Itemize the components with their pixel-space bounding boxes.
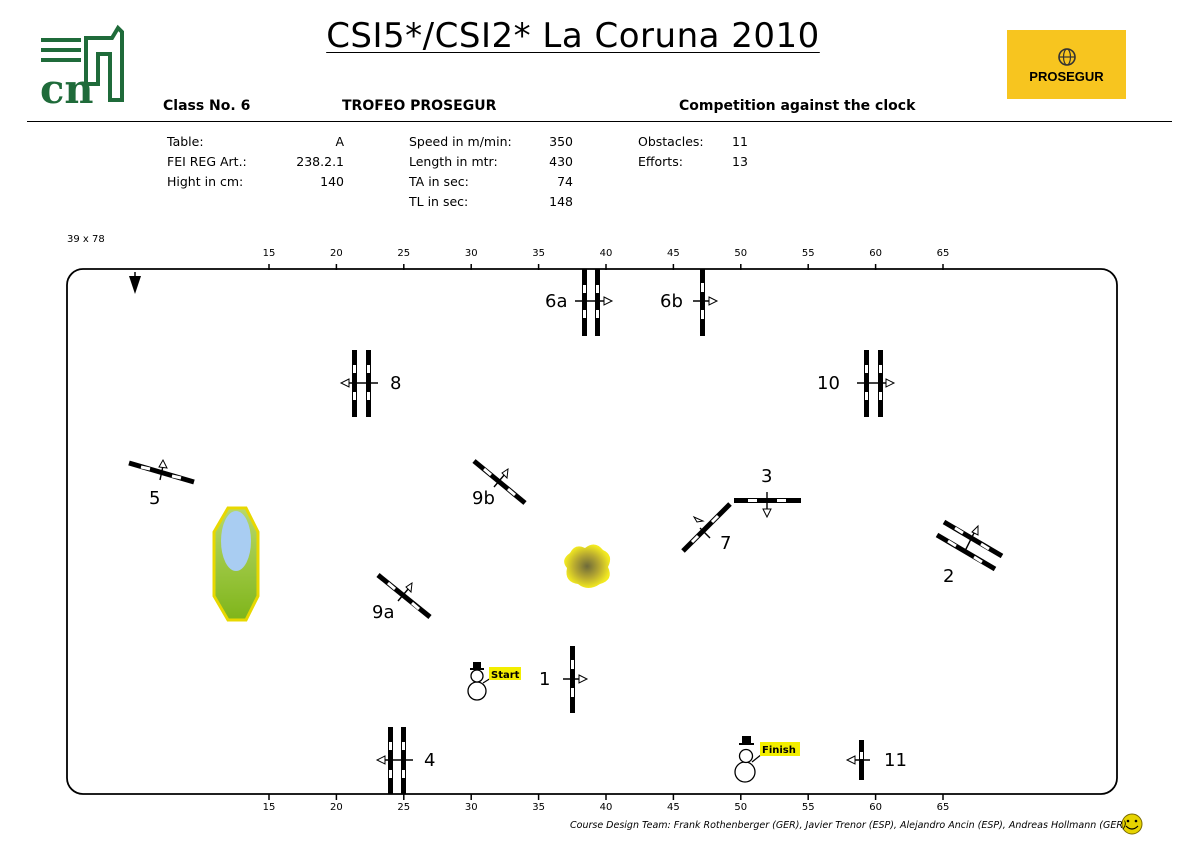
entry-arrow [129, 272, 141, 294]
spec-label: Table: [167, 134, 204, 149]
scale-tick-label: 45 [667, 248, 680, 259]
competition-type: Competition against the clock [679, 98, 916, 114]
obstacle-3 [734, 492, 801, 519]
scale-tick-label: 15 [263, 802, 276, 813]
obstacle-label: 3 [761, 466, 772, 487]
sponsor-name: PROSEGUR [1029, 69, 1104, 84]
scale-tick-label: 30 [465, 248, 478, 259]
scale-tick-label: 15 [263, 248, 276, 259]
scale-tick-label: 65 [937, 248, 950, 259]
organizer-logo-text: cn [40, 66, 93, 108]
obstacle-1 [563, 646, 589, 713]
arena-size: 39 x 78 [67, 234, 105, 245]
spec-value: 238.2.1 [296, 154, 344, 169]
spec-value: 11 [732, 134, 748, 149]
obstacle-4 [375, 727, 413, 794]
obstacle-9a [376, 573, 432, 619]
scale-tick-label: 20 [330, 248, 343, 259]
spec-value: 430 [549, 154, 573, 169]
finish-marker: Finish [734, 736, 800, 783]
obstacle-7 [681, 502, 732, 553]
spec-value: 148 [549, 194, 573, 209]
top-scale: 15 20 25 30 35 40 45 50 55 60 65 [263, 248, 950, 270]
obstacle-2 [935, 519, 1004, 572]
scale-tick-label: 20 [330, 802, 343, 813]
scale-tick-label: 40 [600, 248, 613, 259]
spec-label: Hight in cm: [167, 174, 244, 189]
bush-decoration [564, 544, 611, 588]
obstacle-label: 5 [149, 488, 160, 509]
spec-label: TL in sec: [409, 194, 469, 209]
scale-tick-label: 55 [802, 248, 815, 259]
start-marker: Start [467, 662, 521, 701]
class-number: Class No. 6 [163, 98, 251, 114]
globe-icon [1058, 48, 1076, 66]
obstacle-label: 8 [390, 373, 401, 394]
scale-tick-label: 60 [869, 802, 882, 813]
scale-tick-label: 40 [600, 802, 613, 813]
obstacle-label: 4 [424, 750, 435, 771]
spec-label: Speed in m/min: [409, 134, 512, 149]
scale-tick-label: 35 [532, 802, 545, 813]
spec-label: TA in sec: [409, 174, 469, 189]
obstacle-label: 7 [720, 533, 731, 554]
scale-tick-label: 50 [734, 802, 747, 813]
arena-border [66, 268, 1118, 795]
scale-tick-label: 30 [465, 802, 478, 813]
obstacle-label: 6a [545, 291, 567, 312]
course-design-credits: Course Design Team: Frank Rothenberger (… [570, 820, 1127, 831]
scale-tick-label: 35 [532, 248, 545, 259]
obstacle-label: 1 [539, 669, 550, 690]
obstacle-9b [472, 459, 527, 505]
start-label: Start [491, 670, 520, 681]
bottom-scale: 15 20 25 30 35 40 45 50 55 60 65 [263, 794, 950, 813]
sponsor-logo: PROSEGUR [1007, 30, 1126, 99]
finish-label: Finish [762, 745, 796, 756]
spec-value: 13 [732, 154, 748, 169]
scale-tick-label: 25 [397, 802, 410, 813]
header-divider [27, 121, 1172, 122]
spec-value: 74 [557, 174, 573, 189]
obstacle-6b [693, 269, 719, 336]
obstacle-11 [845, 740, 870, 780]
spec-label: Efforts: [638, 154, 683, 169]
spec-value: 140 [320, 174, 344, 189]
scale-tick-label: 50 [734, 248, 747, 259]
scale-tick-label: 55 [802, 802, 815, 813]
spec-label: Length in mtr: [409, 154, 498, 169]
scale-tick-label: 65 [937, 802, 950, 813]
spec-label: Obstacles: [638, 134, 704, 149]
trophy-name: TROFEO PROSEGUR [342, 98, 497, 114]
scale-tick-label: 60 [869, 248, 882, 259]
smiley-icon [1121, 813, 1143, 835]
obstacle-8 [339, 350, 378, 417]
obstacle-label: 9a [372, 602, 394, 623]
obstacle-label: 2 [943, 566, 954, 587]
obstacle-label: 11 [884, 750, 907, 771]
event-title: CSI5*/CSI2* La Coruna 2010 [326, 16, 820, 56]
scale-tick-label: 45 [667, 802, 680, 813]
obstacle-label: 9b [472, 488, 495, 509]
water-obstacle [212, 506, 260, 622]
spec-label: FEI REG Art.: [167, 154, 247, 169]
obstacle-label: 10 [817, 373, 840, 394]
obstacle-6a [575, 269, 614, 336]
scale-tick-label: 25 [397, 248, 410, 259]
obstacle-label: 6b [660, 291, 683, 312]
spec-value: 350 [549, 134, 573, 149]
obstacle-10 [857, 350, 896, 417]
spec-value: A [335, 134, 344, 149]
organizer-logo: cn [40, 24, 124, 108]
obstacle-5 [128, 458, 195, 485]
